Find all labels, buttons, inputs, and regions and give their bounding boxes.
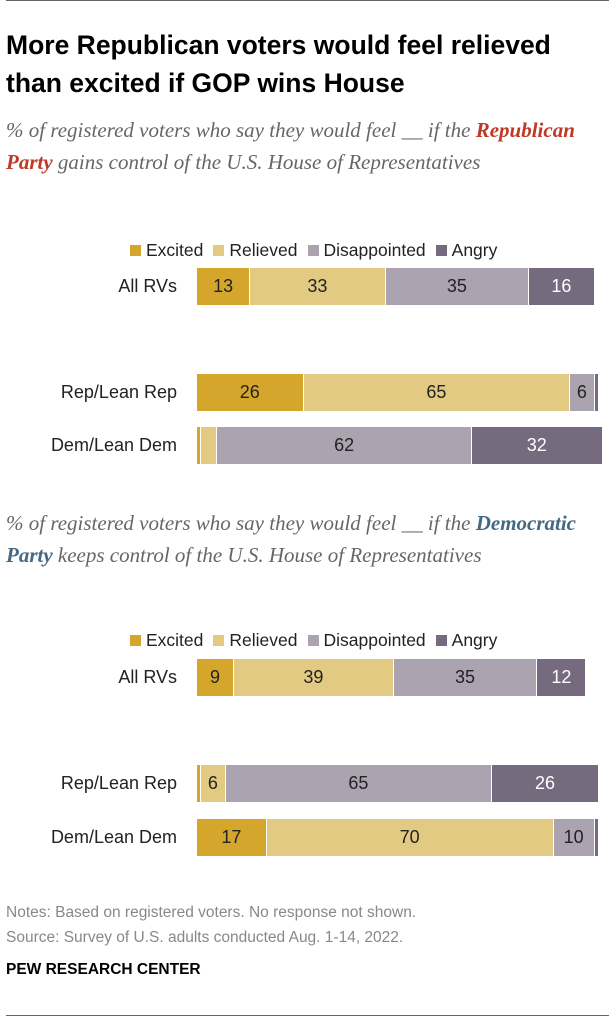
bar-row: Rep/Lean Rep 26 65 6 <box>0 374 609 411</box>
bar-segment-disappointed: 6 <box>570 374 595 411</box>
bar-segment-angry: 26 <box>492 765 599 802</box>
legend-label: Excited <box>146 629 204 650</box>
category-label: Rep/Lean Rep <box>60 382 177 402</box>
legend-item-relieved: Relieved <box>213 629 298 651</box>
bar-segment-disappointed: 35 <box>385 268 530 305</box>
bar-row: All RVs 9 39 35 12 <box>0 659 609 696</box>
legend-swatch <box>435 244 447 256</box>
bar-segment-relieved: 70 <box>266 819 554 856</box>
subtitle-text: gains control of the U.S. House of Repre… <box>52 150 481 174</box>
legend-label: Relieved <box>229 629 298 650</box>
legend-label: Angry <box>451 239 498 260</box>
bar-segment-relieved: 65 <box>303 374 571 411</box>
bar-segment-relieved <box>201 427 218 464</box>
bar-segment-excited: 26 <box>197 374 304 411</box>
bar-segment-relieved: 33 <box>250 268 386 305</box>
legend-swatch <box>130 244 141 256</box>
bar-row: All RVs 13 33 35 16 <box>0 268 609 305</box>
category-label: All RVs <box>118 276 177 296</box>
legend-label: Angry <box>451 629 498 650</box>
legend-swatch <box>307 244 319 256</box>
legend-swatch <box>307 634 319 646</box>
party-name: Democratic Party <box>6 511 577 567</box>
subtitle-text: % of registered voters who say they woul… <box>6 118 476 142</box>
bar-row: Dem/Lean Dem 62 32 <box>0 427 609 464</box>
bar-segment-angry: 32 <box>471 427 603 464</box>
legend-swatch <box>130 634 141 646</box>
legend-label: Relieved <box>229 239 298 260</box>
notes: Notes: Based on registered voters. No re… <box>6 900 416 950</box>
bar-segment-disappointed: 10 <box>553 819 595 856</box>
subtitle-2: % of registered voters who say they woul… <box>6 507 606 571</box>
legend-item-disappointed: Disappointed <box>307 629 426 651</box>
bar-segment-angry <box>594 374 599 411</box>
source-text: Source: Survey of U.S. adults conducted … <box>6 929 404 946</box>
stacked-bar: 6 65 26 <box>197 765 599 802</box>
bar-segment-excited: 9 <box>197 659 234 696</box>
legend-2: Excited Relieved Disappointed Angry <box>130 629 507 651</box>
bottom-rule <box>6 1015 609 1016</box>
legend-swatch <box>213 634 225 646</box>
bar-segment-angry: 12 <box>537 659 587 696</box>
bar-segment-angry: 16 <box>529 268 595 305</box>
stacked-bar: 26 65 6 <box>197 374 599 411</box>
category-label: All RVs <box>118 667 177 687</box>
stacked-bar: 17 70 10 <box>197 819 599 856</box>
bar-segment-angry <box>594 819 599 856</box>
subtitle-text: % of registered voters who say they woul… <box>6 511 476 535</box>
pew-logo: PEW RESEARCH CENTER <box>6 961 201 978</box>
category-label: Dem/Lean Dem <box>50 827 177 847</box>
category-label: Rep/Lean Rep <box>60 773 177 793</box>
bar-segment-excited <box>197 765 202 802</box>
legend-item-excited: Excited <box>130 240 203 261</box>
bar-segment-relieved: 6 <box>201 765 226 802</box>
legend-item-angry: Angry <box>435 629 498 651</box>
bar-segment-disappointed: 35 <box>393 659 538 696</box>
legend-label: Excited <box>146 239 204 260</box>
legend-label: Disappointed <box>323 629 426 650</box>
party-name: Republican Party <box>6 118 575 174</box>
legend-swatch <box>213 244 225 256</box>
legend-label: Disappointed <box>323 239 426 260</box>
legend-item-disappointed: Disappointed <box>307 239 426 261</box>
top-rule <box>6 0 609 1</box>
bar-segment-disappointed: 62 <box>217 427 472 464</box>
bar-row: Dem/Lean Dem 17 70 10 <box>0 819 609 856</box>
bar-segment-excited: 13 <box>197 268 251 305</box>
bar-row: Rep/Lean Rep 6 65 26 <box>0 765 609 802</box>
chart-title: More Republican voters would feel reliev… <box>6 30 551 98</box>
legend-swatch <box>435 634 447 646</box>
subtitle-1: % of registered voters who say they woul… <box>6 114 606 178</box>
stacked-bar: 13 33 35 16 <box>197 268 595 305</box>
legend-item-excited: Excited <box>130 630 203 651</box>
legend-item-relieved: Relieved <box>213 239 298 261</box>
bar-segment-relieved: 39 <box>233 659 394 696</box>
notes-text: Notes: Based on registered voters. No re… <box>6 904 417 921</box>
bar-segment-excited: 17 <box>197 819 267 856</box>
legend-1: Excited Relieved Disappointed Angry <box>130 239 507 261</box>
legend-item-angry: Angry <box>435 239 498 261</box>
category-label: Dem/Lean Dem <box>50 435 177 455</box>
bar-segment-excited <box>197 427 202 464</box>
subtitle-text: keeps control of the U.S. House of Repre… <box>52 543 482 567</box>
stacked-bar: 9 39 35 12 <box>197 659 587 696</box>
stacked-bar: 62 32 <box>197 427 603 464</box>
bar-segment-disappointed: 65 <box>225 765 493 802</box>
